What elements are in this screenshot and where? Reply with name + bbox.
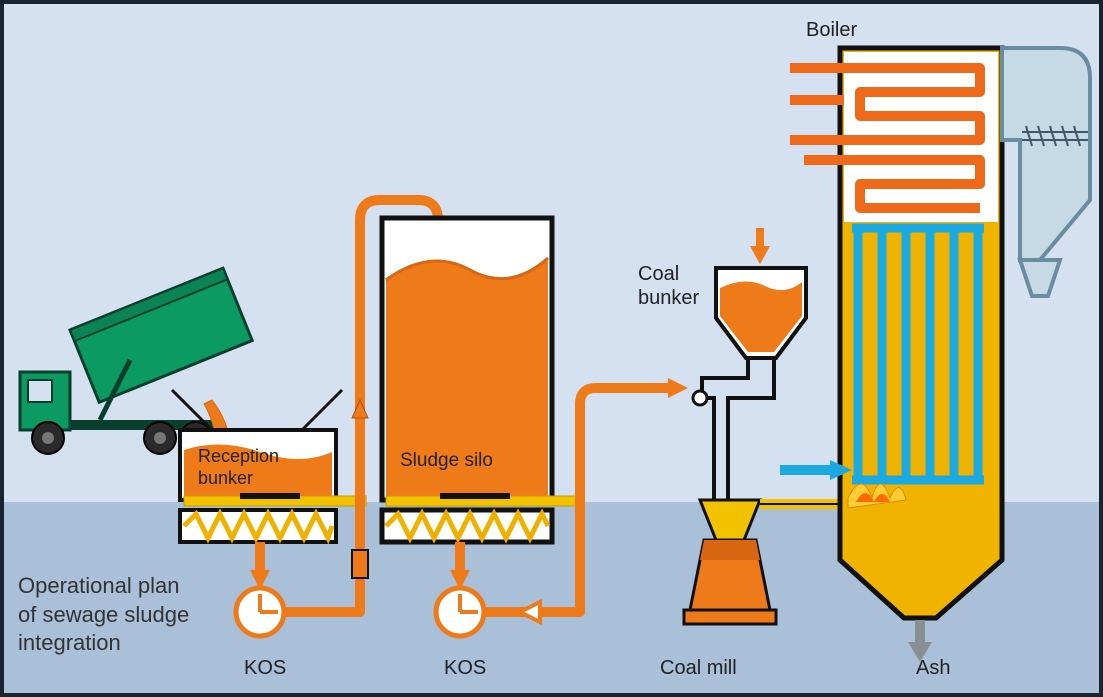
title: Operational plan of sewage sludge integr… xyxy=(18,572,189,658)
label-ash: Ash xyxy=(916,656,950,680)
title-line-3: integration xyxy=(18,629,189,658)
title-line-2: of sewage sludge xyxy=(18,601,189,630)
label-reception-bunker: Reception bunker xyxy=(198,446,279,489)
label-coal-bunker: Coal bunker xyxy=(638,262,699,310)
diagram-canvas: Boiler Coal bunker Reception bunker Slud… xyxy=(0,0,1103,697)
label-kos-1: KOS xyxy=(244,656,286,680)
sludge-silo xyxy=(382,218,582,542)
label-sludge-silo: Sludge silo xyxy=(400,450,493,473)
kos-pump-2 xyxy=(436,588,484,636)
label-coal-mill: Coal mill xyxy=(660,656,737,680)
label-boiler: Boiler xyxy=(806,18,857,42)
valve-1 xyxy=(352,550,368,578)
title-line-1: Operational plan xyxy=(18,572,189,601)
kos-pump-1 xyxy=(236,588,284,636)
label-kos-2: KOS xyxy=(444,656,486,680)
